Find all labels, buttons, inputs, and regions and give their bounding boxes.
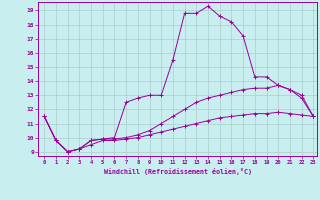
X-axis label: Windchill (Refroidissement éolien,°C): Windchill (Refroidissement éolien,°C)	[104, 168, 252, 175]
